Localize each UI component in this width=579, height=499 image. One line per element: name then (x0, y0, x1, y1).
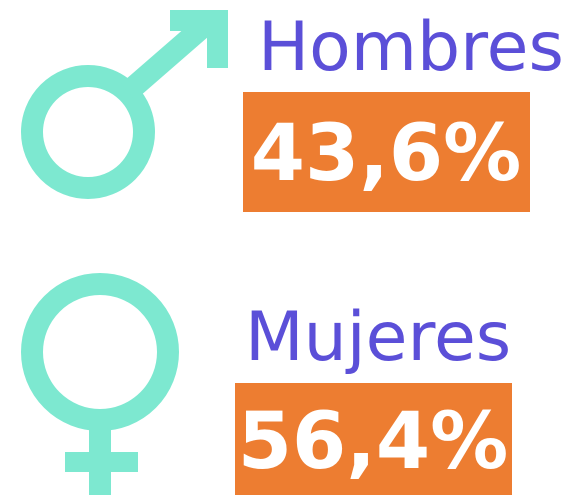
male-arrow-shaft (120, 16, 213, 101)
female-label: Mujeres (245, 298, 511, 377)
female-symbol (21, 273, 179, 495)
female-circle (21, 273, 179, 431)
male-value: 43,6% (251, 109, 522, 199)
male-circle (21, 65, 155, 199)
female-value: 56,4% (238, 397, 509, 487)
male-value-box (243, 92, 530, 212)
female-value-box (235, 383, 512, 495)
male-symbol (21, 10, 228, 199)
male-label: Hombres (258, 8, 564, 87)
male-arrow-head (170, 10, 228, 68)
